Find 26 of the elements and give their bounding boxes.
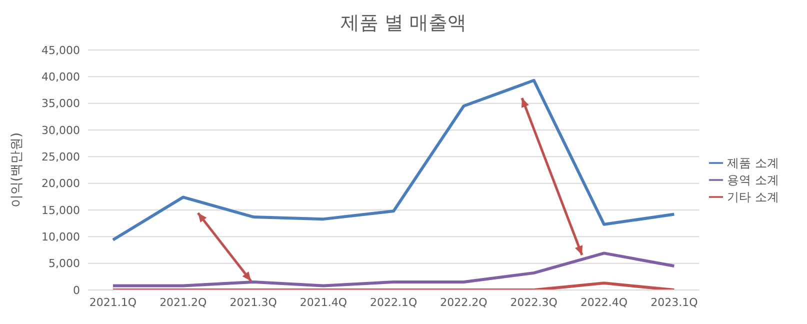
legend-label: 기타 소계 <box>727 190 779 204</box>
legend-label: 용역 소계 <box>727 172 779 186</box>
y-tick-label: 20,000 <box>42 177 80 190</box>
y-tick-label: 10,000 <box>42 230 80 244</box>
x-tick-label: 2022.3Q <box>510 296 558 309</box>
legend-label: 제품 소계 <box>727 156 779 170</box>
y-tick-label: 5,000 <box>48 257 80 270</box>
x-tick-label: 2022.4Q <box>580 296 628 309</box>
x-tick-label: 2021.2Q <box>160 296 208 309</box>
line-series <box>112 252 676 288</box>
x-tick-label: 2021.1Q <box>89 296 137 309</box>
y-tick-label: 15,000 <box>42 204 80 217</box>
y-axis-title: 이익(백만원) <box>10 132 25 208</box>
chart-title: 제품 별 매출액 <box>339 11 468 36</box>
y-tick-label: 0 <box>73 284 80 297</box>
y-tick-label: 40,000 <box>42 70 80 84</box>
line-series <box>112 78 676 242</box>
y-tick-label: 35,000 <box>42 97 80 110</box>
x-tick-label: 2021.4Q <box>300 296 348 309</box>
y-tick-label: 30,000 <box>42 124 80 137</box>
x-tick-label: 2023.1Q <box>650 296 698 309</box>
y-tick-label: 25,000 <box>42 150 80 164</box>
x-tick-label: 2022.2Q <box>440 296 488 309</box>
x-tick-label: 2021.3Q <box>230 296 278 309</box>
y-tick-label: 45,000 <box>42 44 80 57</box>
x-tick-label: 2022.1Q <box>370 296 418 309</box>
